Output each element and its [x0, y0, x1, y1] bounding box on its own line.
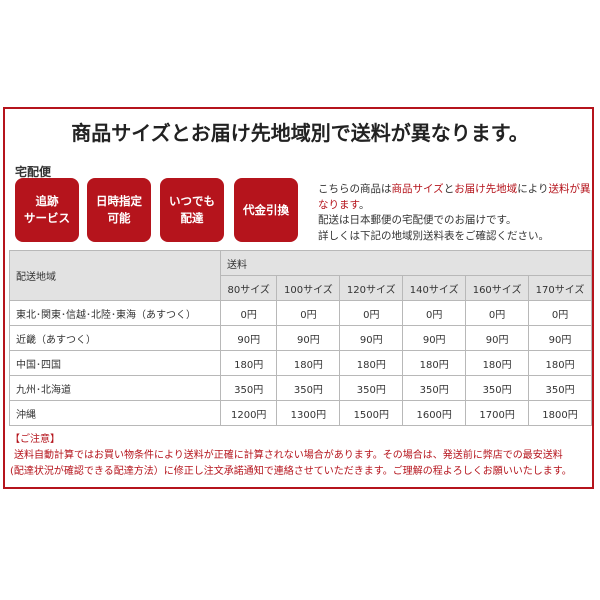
- price-cell: 90円: [465, 325, 530, 351]
- price-cell: 350円: [528, 375, 592, 401]
- price-cell: 180円: [339, 350, 404, 376]
- price-cell: 0円: [219, 300, 278, 326]
- section-label: 宅配便: [15, 165, 52, 179]
- price-cell: 1300円: [276, 400, 341, 426]
- badge-cod: 代金引換: [234, 178, 298, 242]
- badge-tracking: 追跡 サービス: [15, 178, 79, 242]
- price-cell: 180円: [465, 350, 530, 376]
- region-cell: 近畿（あすつく）: [9, 325, 221, 351]
- badge-date-time: 日時指定 可能: [87, 178, 151, 242]
- region-cell: 沖縄: [9, 400, 221, 426]
- price-cell: 180円: [219, 350, 278, 376]
- desc-highlight: 商品サイズ: [391, 183, 444, 195]
- size-header: 170サイズ: [528, 275, 592, 301]
- price-cell: 1600円: [402, 400, 467, 426]
- size-header: 120サイズ: [339, 275, 404, 301]
- fee-header: 送料: [220, 250, 592, 276]
- price-cell: 0円: [465, 300, 530, 326]
- table-row: 九州･北海道 350円 350円 350円 350円 350円 350円: [9, 375, 592, 401]
- price-cell: 90円: [219, 325, 278, 351]
- table-row: 沖縄 1200円 1300円 1500円 1600円 1700円 1800円: [9, 400, 592, 426]
- price-cell: 180円: [528, 350, 592, 376]
- price-cell: 90円: [402, 325, 467, 351]
- price-cell: 90円: [276, 325, 341, 351]
- table-row: 中国･四国 180円 180円 180円 180円 180円 180円: [9, 350, 592, 376]
- price-cell: 90円: [339, 325, 404, 351]
- desc-text: と: [443, 183, 455, 195]
- desc-text: 。: [358, 198, 370, 211]
- region-header: 配送地域: [9, 250, 221, 301]
- notice-heading: 【ご注意】: [10, 434, 60, 445]
- size-header: 100サイズ: [276, 275, 341, 301]
- description: こちらの商品は商品サイズとお届け先地域により送料が異なります。 配送は日本郵便の…: [318, 182, 593, 244]
- notice-line: 送料自動計算ではお買い物条件により送料が正確に計算されない場合があります。その場…: [14, 450, 563, 461]
- desc-text: により: [517, 183, 549, 195]
- price-cell: 1700円: [465, 400, 530, 426]
- price-cell: 1800円: [528, 400, 592, 426]
- table-row: 東北･関東･信越･北陸･東海（あすつく） 0円 0円 0円 0円 0円 0円: [9, 300, 592, 326]
- price-cell: 350円: [402, 375, 467, 401]
- desc-text: こちらの商品は: [318, 183, 392, 195]
- price-cell: 180円: [402, 350, 467, 376]
- region-cell: 九州･北海道: [9, 375, 221, 401]
- region-cell: 中国･四国: [9, 350, 221, 376]
- shipping-table: 配送地域 送料 80サイズ 100サイズ 120サイズ 140サイズ 160サイズ 170…: [9, 250, 592, 426]
- price-cell: 0円: [528, 300, 592, 326]
- price-cell: 1500円: [339, 400, 404, 426]
- price-cell: 350円: [465, 375, 530, 401]
- desc-line: 配送は日本郵便の宅配便でのお届けです。: [318, 214, 517, 226]
- notice: 【ご注意】 送料自動計算ではお買い物条件により送料が正確に計算されない場合があり…: [10, 432, 595, 480]
- price-cell: 350円: [339, 375, 404, 401]
- size-header: 160サイズ: [465, 275, 530, 301]
- size-header: 80サイズ: [219, 275, 278, 301]
- table-row: 近畿（あすつく） 90円 90円 90円 90円 90円 90円: [9, 325, 592, 351]
- price-cell: 0円: [402, 300, 467, 326]
- desc-line: 詳しくは下記の地域別送料表をご確認ください。: [318, 229, 549, 242]
- price-cell: 350円: [219, 375, 278, 401]
- notice-line: (配達状況が確認できる配達方法）に修正し注文承諾通知で連絡させていただきます。ご…: [10, 466, 572, 477]
- region-cell: 東北･関東･信越･北陸･東海（あすつく）: [9, 300, 221, 326]
- desc-highlight: お届け先地域: [454, 183, 518, 195]
- price-cell: 0円: [339, 300, 404, 326]
- page-title: 商品サイズとお届け先地域別で送料が異なります。: [71, 121, 529, 145]
- desc-highlight: 送料が異なります: [318, 183, 591, 211]
- size-header: 140サイズ: [402, 275, 467, 301]
- price-cell: 350円: [276, 375, 341, 401]
- price-cell: 1200円: [219, 400, 278, 426]
- badge-anytime: いつでも 配達: [160, 178, 224, 242]
- content-frame: [3, 107, 594, 489]
- price-cell: 180円: [276, 350, 341, 376]
- price-cell: 0円: [276, 300, 341, 326]
- price-cell: 90円: [528, 325, 592, 351]
